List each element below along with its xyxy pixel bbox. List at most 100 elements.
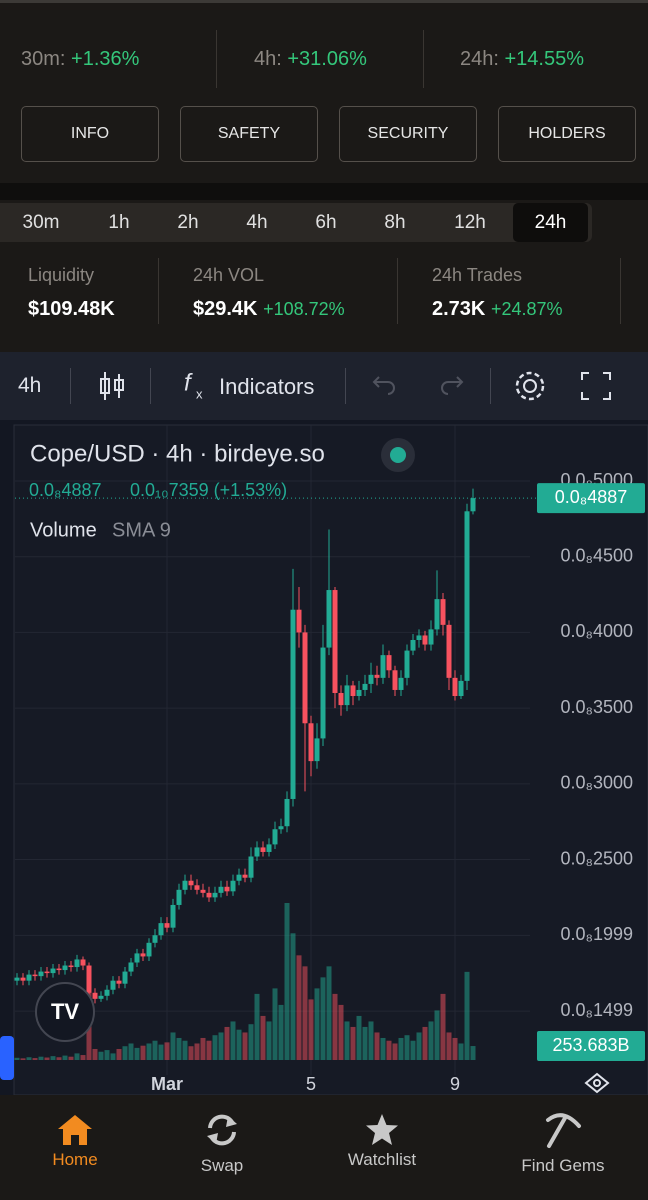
candle-body [14,977,20,981]
home-icon[interactable] [55,1112,95,1148]
volume-bar [278,1004,284,1060]
swap-icon[interactable] [204,1112,240,1148]
divider [620,258,621,324]
candle-body [374,674,380,678]
tab-button[interactable]: INFO [21,106,159,162]
stat-label: 4h: [254,48,282,70]
stat-change: +31.06% [287,48,367,70]
stat-30m: 30m: +1.36% [21,48,139,71]
candle-body [338,692,344,706]
settings-icon[interactable] [512,368,548,404]
candle-body [68,965,74,968]
volume-bar [452,1037,458,1060]
nav-item[interactable]: Watchlist [347,1150,417,1169]
undo-redo[interactable] [370,374,470,400]
stat-value: 2.73K +24.87% [432,298,563,321]
volume-bar [470,1046,476,1060]
timeframe[interactable]: 1h [108,211,130,233]
volume-bar [446,1032,452,1060]
volume-bar [302,966,308,1060]
timeframe[interactable]: 6h [315,211,337,233]
reset-icon[interactable] [584,1072,610,1094]
volume-bar [296,955,302,1060]
candle-body [434,599,440,630]
candle-body [266,844,272,852]
candle-body [380,655,386,678]
watchlist-icon[interactable] [364,1113,400,1147]
nav-item[interactable]: Home [52,1150,98,1169]
price-badge-label: 0.0₈4887 [555,487,628,507]
volume-bar [434,1010,440,1060]
candle-body [200,889,206,893]
stat-value: $29.4K +108.72% [193,298,345,321]
volume-bar [110,1053,116,1060]
legend-change: 0.0₁₀7359 (+1.53%) [130,480,287,500]
candle-body [422,635,428,645]
timeframe-selected[interactable]: 24h [513,203,588,242]
separator [0,183,648,200]
candles-icon[interactable] [98,370,126,402]
timeframe[interactable]: 12h [454,211,486,233]
candle-body [98,995,104,999]
volume-bar [188,1046,194,1060]
volume-bar [158,1044,164,1060]
top-edge [0,0,648,3]
timeframe[interactable]: 8h [384,211,406,233]
candle-body [428,629,434,645]
indicators-button[interactable]: Indicators [219,374,315,399]
candle-body [392,670,398,690]
volume-bar [182,1040,188,1060]
stat-value-text: 2.73K [432,298,486,320]
candle-body [20,977,26,981]
volume-bar [284,903,290,1060]
gems-icon[interactable] [543,1108,583,1150]
volume-bar [32,1058,38,1060]
stat-4h: 4h: +31.06% [254,48,367,71]
volume-bar [380,1037,386,1060]
candle-body [50,968,56,974]
candle-body [224,886,230,892]
candle-body [230,880,236,892]
stat-change: +14.55% [504,48,585,70]
y-tick-label: 0.0₈2500 [560,848,633,868]
tab-button[interactable]: SECURITY [339,106,477,162]
volume-bar [362,1026,368,1060]
nav-item[interactable]: Find Gems [521,1156,605,1175]
volume-bar [386,1040,392,1060]
volume-bar [404,1035,410,1060]
tab-button[interactable]: HOLDERS [498,106,636,162]
candle-body [236,874,242,881]
divider [150,368,151,404]
volume-bar [68,1056,74,1060]
candle-body [92,992,98,999]
tv-logo: TV [35,982,95,1042]
volume-bar [410,1040,416,1060]
divider [158,258,159,324]
timeframe[interactable]: 2h [177,211,199,233]
divider [70,368,71,404]
timeframe[interactable]: 4h [246,211,268,233]
y-tick-label: 0.0₈3500 [560,697,633,717]
divider [397,258,398,324]
volume-bar [290,933,296,1060]
side-handle[interactable] [0,1036,14,1080]
fullscreen-icon[interactable] [580,371,612,401]
nav-item[interactable]: Swap [200,1156,244,1175]
timeframe[interactable]: 30m [22,211,60,233]
candle-body [284,798,290,827]
stat-label: 24h: [460,48,499,70]
legend-last: 0.0₈4887 [29,480,102,500]
timeframe-bar [0,203,592,242]
candle-body [38,971,44,977]
interval[interactable]: 4h [18,374,42,397]
volume-bar [272,988,278,1060]
volume-bar [26,1057,32,1060]
y-tick-label: 0.0₈1499 [560,1000,633,1020]
candle-body [170,904,176,928]
candle-body [188,880,194,886]
candle-body [308,723,314,762]
volume-bar [98,1051,104,1060]
tab-button[interactable]: SAFETY [180,106,318,162]
candle-body [74,959,80,968]
